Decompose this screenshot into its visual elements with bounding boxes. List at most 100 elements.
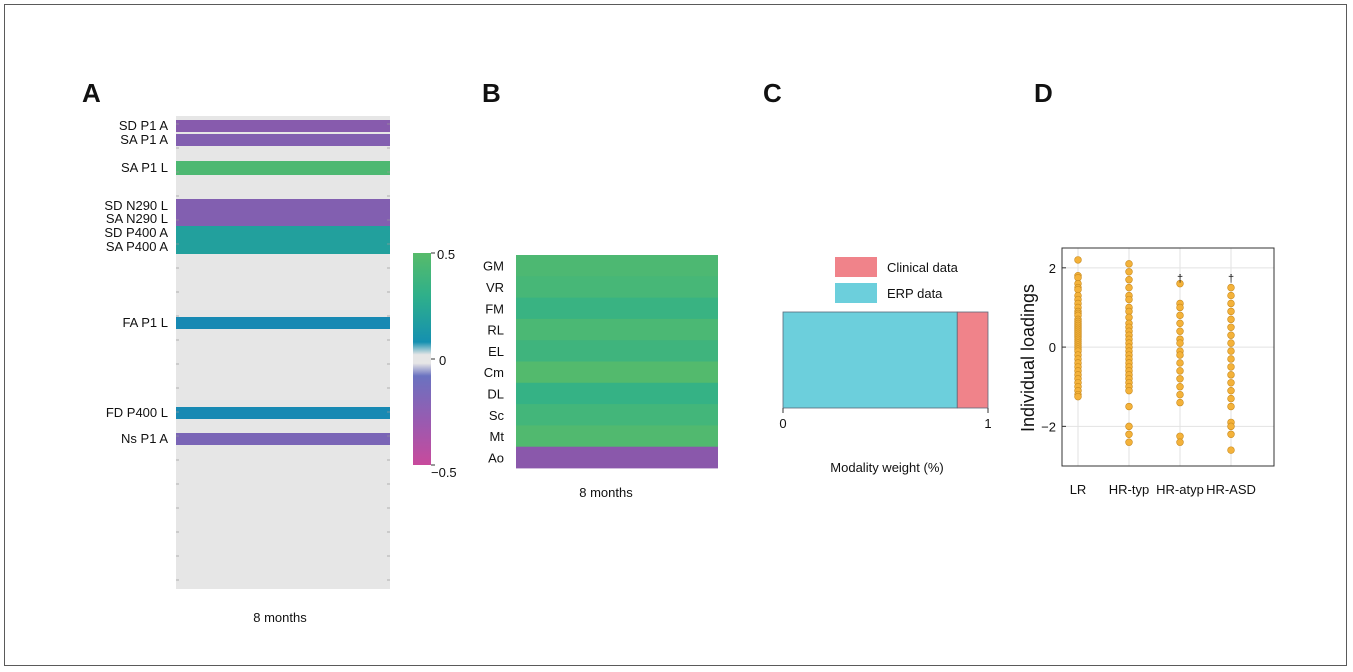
legend-label-clinical: Clinical data — [887, 260, 959, 275]
panel-letter-b: B — [482, 78, 501, 108]
data-point — [1227, 386, 1235, 395]
row-label-a: SD P1 A — [119, 118, 168, 133]
heatmap-cell-a — [176, 407, 390, 419]
data-point — [1227, 446, 1235, 454]
heatmap-cell-a — [176, 226, 390, 240]
panel-d-axes — [1061, 247, 1275, 467]
data-point — [1227, 402, 1235, 411]
row-label-a: SA P1 A — [120, 132, 168, 147]
row-label-b: Cm — [484, 365, 504, 380]
figure-frame — [4, 4, 1347, 666]
row-label-a: SA N290 L — [106, 211, 168, 226]
data-point — [1227, 283, 1235, 292]
y-tick-label: 2 — [1049, 261, 1056, 276]
data-point — [1125, 430, 1133, 438]
row-label-a: FA P1 L — [122, 315, 168, 330]
row-label-b: Sc — [489, 408, 505, 423]
panel-letter-d: D — [1034, 78, 1053, 108]
x-tick-label: 0 — [779, 416, 786, 431]
data-point — [1125, 386, 1133, 395]
x-category-label: HR-ASD — [1206, 482, 1256, 497]
data-point — [1227, 430, 1235, 438]
legend-swatch-erp — [835, 283, 877, 303]
annotation-dagger: † — [1228, 273, 1234, 285]
heatmap-cell-a — [176, 134, 390, 146]
data-point — [1125, 295, 1133, 304]
data-point — [1227, 379, 1235, 387]
row-label-b: DL — [487, 386, 504, 401]
data-point — [1176, 339, 1184, 347]
row-label-b: FM — [485, 301, 504, 316]
heatmap-cell-a — [176, 199, 390, 213]
data-point — [1227, 315, 1235, 324]
data-point — [1176, 319, 1184, 328]
row-label-b: VR — [486, 280, 504, 295]
panel-a-heatmap: SD P1 ASA P1 A SA P1 L SD N290 LSA N290 LS… — [104, 116, 390, 625]
colorbar-tick-label: 0.5 — [437, 247, 455, 262]
panel-letter-a: A — [82, 78, 101, 108]
data-point — [1176, 438, 1184, 446]
heatmap-cell-b — [516, 425, 718, 448]
heatmap-cell-b — [516, 318, 718, 341]
data-point — [1227, 339, 1235, 347]
x-category-label: HR-typ — [1109, 482, 1149, 497]
row-label-a: FD P400 L — [106, 405, 168, 420]
data-point — [1176, 390, 1184, 399]
y-tick-label: 0 — [1049, 340, 1056, 355]
row-label-a: SD N290 L — [104, 198, 168, 213]
data-point — [1227, 331, 1235, 339]
heatmap-cell-a — [176, 212, 390, 226]
row-label-b: Mt — [490, 429, 505, 444]
data-point — [1176, 359, 1184, 367]
bar-segment — [956, 311, 989, 409]
panel-b-xlabel: 8 months — [579, 485, 633, 500]
x-category-label: LR — [1070, 482, 1087, 497]
legend-label-erp: ERP data — [887, 286, 943, 301]
data-point — [1125, 260, 1133, 268]
x-tick-label: 1 — [984, 416, 991, 431]
row-label-a: SA P1 L — [121, 160, 168, 175]
heatmap-cell-b — [516, 297, 718, 320]
heatmap-cell-a — [176, 317, 390, 329]
data-point — [1227, 347, 1235, 355]
heatmap-cell-a — [176, 433, 390, 445]
row-label-b: GM — [483, 259, 504, 274]
panel-d-scatter: 2 0 −2 LR HR-typ HR-atyp HR-ASD Individual lo… — [1018, 247, 1275, 497]
heatmap-cell-b — [516, 340, 718, 362]
y-tick-label: −2 — [1041, 419, 1056, 434]
heatmap-cell-b — [516, 446, 718, 469]
colorbar: 0.5 0 −0.5 — [413, 247, 457, 480]
heatmap-cell-a — [176, 240, 390, 254]
legend-swatch-clinical — [835, 257, 877, 277]
row-label-a: Ns P1 A — [121, 431, 168, 446]
row-label-a: SD P400 A — [104, 225, 168, 240]
heatmap-cell-a — [176, 120, 390, 132]
data-point — [1227, 363, 1235, 371]
heatmap-cell-b — [516, 255, 718, 277]
x-category-label: HR-atyp — [1156, 482, 1204, 497]
panel-c-bar: Clinical data ERP data 0 1 Modality weig… — [779, 257, 992, 475]
data-point — [1125, 438, 1133, 446]
panel-c-xlabel: Modality weight (%) — [830, 460, 943, 475]
data-point — [1176, 279, 1184, 288]
data-point — [1227, 323, 1235, 331]
data-point — [1227, 355, 1235, 363]
data-point — [1125, 276, 1133, 284]
data-point — [1176, 367, 1184, 375]
row-label-b: EL — [488, 344, 504, 359]
heatmap-cell-b — [516, 382, 718, 405]
heatmap-cell-b — [516, 404, 718, 426]
data-point — [1074, 256, 1082, 264]
panel-b-heatmap: GM VR FM RL EL Cm DL Sc Mt Ao 8 months — [483, 255, 718, 500]
data-point — [1176, 383, 1184, 391]
row-label-b: RL — [487, 323, 504, 338]
heatmap-cell-a — [176, 161, 390, 175]
data-point — [1227, 291, 1235, 300]
data-point — [1176, 311, 1184, 320]
data-point — [1176, 351, 1184, 359]
data-point — [1125, 402, 1133, 411]
data-point — [1125, 268, 1133, 276]
data-point — [1176, 398, 1184, 407]
colorbar-gradient — [413, 253, 431, 465]
data-point — [1125, 283, 1133, 292]
